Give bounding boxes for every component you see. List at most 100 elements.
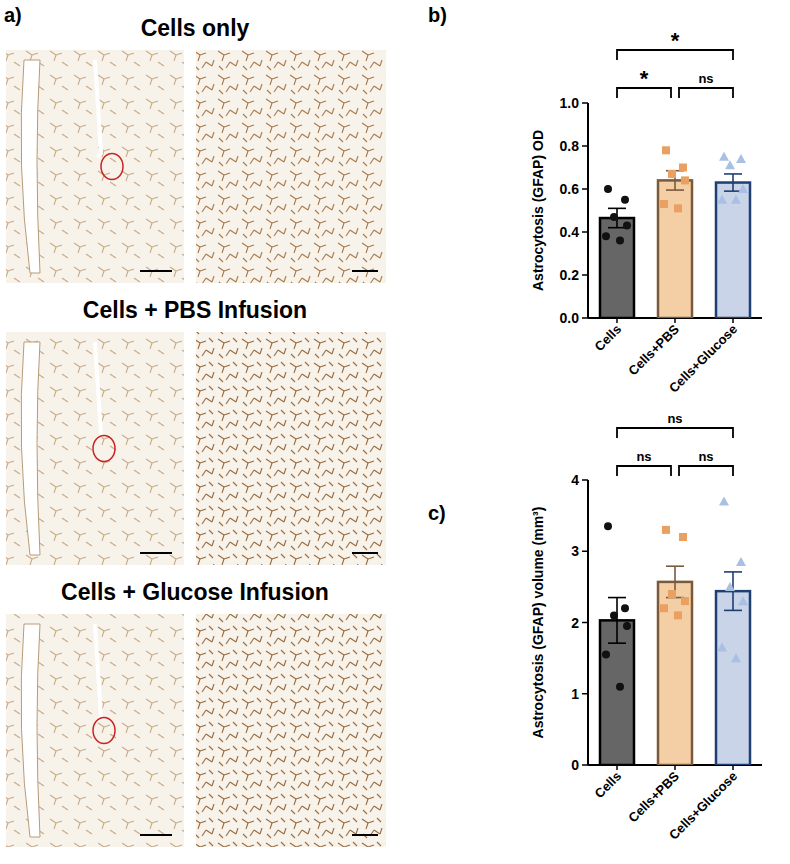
panel-letter: b)	[428, 4, 447, 26]
significance-label: ns	[698, 449, 713, 464]
significance-label: ns	[698, 71, 713, 86]
y-tick	[582, 145, 588, 147]
region-marker	[101, 154, 123, 180]
data-point	[719, 152, 729, 161]
y-tick	[582, 764, 588, 766]
data-point	[668, 170, 676, 178]
micrograph-high	[196, 614, 386, 847]
scale-bar	[352, 270, 378, 272]
scale-bar	[140, 270, 172, 272]
y-tick-label: 0.4	[560, 224, 580, 240]
scale-bar	[140, 834, 172, 836]
track	[95, 624, 101, 721]
y-tick-label: 1.0	[560, 95, 580, 111]
data-point	[738, 596, 748, 605]
x-tick-label: Cells+PBS	[625, 321, 682, 378]
data-point	[736, 154, 746, 163]
y-tick	[582, 231, 588, 233]
significance-bracket	[679, 88, 733, 98]
figure: a)Cells onlyCells + PBS InfusionCells + …	[0, 0, 790, 864]
y-axis-title: Astrocytosis (GFAP) OD	[530, 130, 546, 291]
x-tick-label: Cells	[592, 769, 625, 802]
data-point	[681, 176, 689, 184]
y-tick-label: 1	[571, 686, 579, 702]
ventricle	[21, 60, 40, 273]
data-point	[738, 184, 748, 193]
x-tick-label: Cells+Glucose	[666, 769, 740, 843]
y-tick	[582, 274, 588, 276]
error-bar	[608, 598, 626, 644]
data-point	[604, 185, 612, 193]
bar	[600, 218, 634, 318]
bar	[716, 183, 750, 318]
y-tick	[582, 551, 588, 553]
data-point	[623, 222, 631, 230]
data-point	[621, 196, 629, 204]
y-tick-label: 0.2	[560, 267, 580, 283]
y-tick-label: 3	[571, 543, 579, 559]
significance-bracket	[617, 466, 671, 476]
y-axis-title: Astrocytosis (GFAP) volume (mm³)	[530, 507, 546, 739]
data-point	[623, 622, 631, 630]
micrograph-low	[6, 614, 184, 847]
y-tick	[582, 102, 588, 104]
x-tick-label: Cells+Glucose	[666, 322, 740, 396]
ventricle	[21, 342, 40, 555]
y-tick	[582, 188, 588, 190]
scale-bar	[140, 552, 172, 554]
image-title: Cells + PBS Infusion	[83, 297, 307, 323]
data-point	[610, 213, 618, 221]
micrograph-low	[6, 50, 184, 283]
data-point	[668, 590, 676, 598]
scale-bar	[352, 834, 378, 836]
marks	[600, 496, 750, 765]
y-tick	[582, 693, 588, 695]
y-tick-label: 0.8	[560, 138, 580, 154]
y-tick-label: 4	[571, 472, 579, 488]
data-point	[736, 557, 746, 566]
y-tick-label: 2	[571, 615, 579, 631]
x-tick	[674, 765, 676, 770]
x-tick	[616, 318, 618, 323]
marks	[600, 146, 750, 318]
y-tick	[582, 622, 588, 624]
error-bar	[724, 174, 742, 191]
data-point	[616, 237, 624, 245]
bar	[658, 582, 692, 765]
micrograph-pair	[6, 614, 386, 847]
panel-letter: a)	[4, 4, 22, 26]
image-title: Cells + Glucose Infusion	[61, 579, 329, 605]
micrograph-pair	[6, 332, 386, 565]
data-point	[725, 582, 735, 591]
data-point	[717, 195, 727, 204]
data-point	[719, 496, 729, 505]
data-point	[717, 642, 727, 651]
data-point	[681, 597, 689, 605]
bar	[716, 591, 750, 765]
x-tick-label: Cells	[592, 322, 625, 355]
data-point	[604, 522, 612, 530]
data-point	[662, 146, 670, 154]
micrograph-pair	[6, 50, 386, 283]
error-bar	[666, 566, 684, 597]
y-tick-label: 0	[571, 757, 579, 773]
chart: b)0.00.20.40.60.81.0Astrocytosis (GFAP) …	[428, 4, 762, 396]
ventricle	[21, 624, 40, 837]
significance-label: ns	[667, 411, 682, 426]
significance-label: ns	[636, 449, 651, 464]
significance-label: *	[671, 28, 680, 53]
data-point	[662, 526, 670, 534]
data-point	[621, 604, 629, 612]
region-marker	[93, 718, 115, 744]
y-axis	[587, 103, 589, 318]
data-point	[674, 204, 682, 212]
data-point	[602, 232, 610, 240]
significance-bracket	[679, 466, 733, 476]
data-point	[731, 653, 741, 662]
panel-letter: c)	[428, 502, 446, 524]
x-tick	[732, 318, 734, 323]
micrograph-high	[196, 50, 386, 283]
y-tick	[582, 317, 588, 319]
micrograph-low	[6, 332, 184, 565]
data-point	[725, 160, 735, 169]
